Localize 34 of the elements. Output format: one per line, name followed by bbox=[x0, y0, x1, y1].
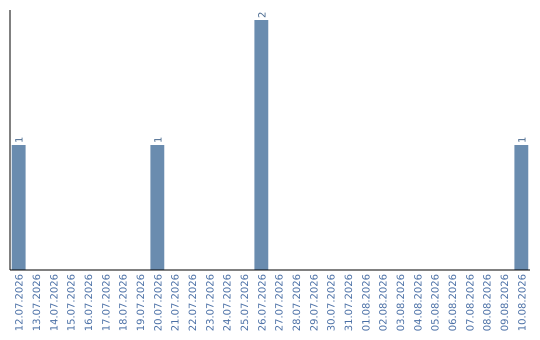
x-tick-label: 14.07.2026 bbox=[49, 274, 60, 332]
x-tick-label: 10.08.2026 bbox=[517, 274, 528, 332]
x-tick-label: 07.08.2026 bbox=[465, 274, 476, 332]
data-label: 1 bbox=[153, 136, 164, 143]
x-tick-label: 12.07.2026 bbox=[14, 274, 26, 332]
data-label: 1 bbox=[517, 136, 528, 143]
x-tick-label: 27.07.2026 bbox=[274, 274, 286, 332]
x-tick-label: 29.07.2026 bbox=[309, 274, 320, 332]
x-tick-label: 17.07.2026 bbox=[101, 274, 112, 332]
data-label: 2 bbox=[257, 12, 268, 18]
x-tick-label: 04.08.2026 bbox=[413, 274, 424, 332]
x-tick-label: 02.08.2026 bbox=[378, 274, 390, 332]
x-tick-label: 18.07.2026 bbox=[118, 274, 130, 332]
x-tick-label: 24.07.2026 bbox=[222, 274, 234, 332]
x-tick-label: 21.07.2026 bbox=[170, 274, 182, 332]
x-tick-label: 30.07.2026 bbox=[326, 274, 338, 332]
x-tick-label: 19.07.2026 bbox=[136, 274, 147, 332]
x-tick-label: 06.08.2026 bbox=[448, 274, 459, 332]
x-tick-label: 28.07.2026 bbox=[292, 274, 303, 332]
x-tick-label: 09.08.2026 bbox=[500, 274, 511, 332]
x-tick-label: 01.08.2026 bbox=[361, 274, 372, 332]
x-tick-label: 15.07.2026 bbox=[66, 274, 78, 332]
x-tick-label: 08.08.2026 bbox=[482, 274, 494, 332]
x-tick-label: 22.07.2026 bbox=[188, 274, 199, 332]
x-tick-label: 26.07.2026 bbox=[257, 274, 268, 332]
x-tick-label: 20.07.2026 bbox=[153, 274, 164, 332]
data-label: 1 bbox=[14, 136, 26, 143]
x-tick-label: 25.07.2026 bbox=[240, 274, 251, 332]
x-tick-label: 05.08.2026 bbox=[430, 274, 442, 332]
x-tick-label: 03.08.2026 bbox=[396, 274, 407, 332]
x-tick-label: 16.07.2026 bbox=[84, 274, 95, 332]
x-tick-label: 23.07.2026 bbox=[205, 274, 216, 332]
x-tick-label: 13.07.2026 bbox=[32, 274, 43, 332]
x-tick-label: 31.07.2026 bbox=[344, 274, 355, 332]
